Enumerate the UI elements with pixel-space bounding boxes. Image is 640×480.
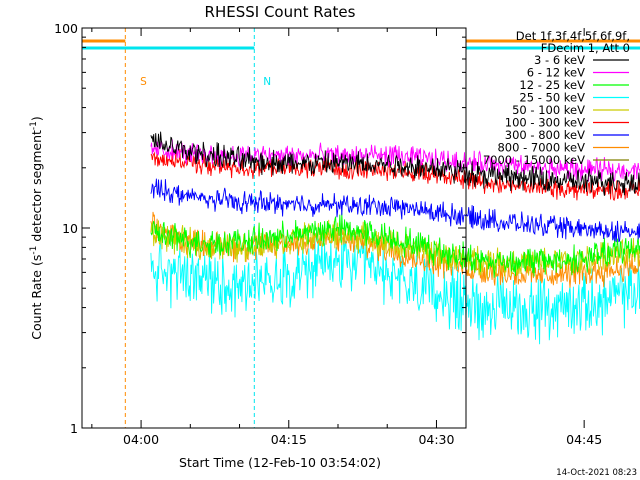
series-line-6 bbox=[150, 178, 640, 243]
legend-label-6: 300 - 800 keV bbox=[505, 128, 585, 142]
y-tick-label-1: 10 bbox=[62, 221, 78, 236]
y-axis-label-end: ) bbox=[29, 116, 44, 121]
y-axis-label-main: Count Rate (s bbox=[29, 255, 44, 340]
series-line-0 bbox=[150, 131, 640, 196]
x-axis-label: Start Time (12-Feb-10 03:54:02) bbox=[179, 455, 381, 470]
plot-area: SNF bbox=[82, 28, 640, 428]
series-line-2 bbox=[150, 212, 640, 278]
legend-header-line-1: Det 1f,3f,4f,5f,6f,9f, bbox=[516, 29, 630, 43]
y-axis-label-mid: detector segment bbox=[29, 130, 44, 246]
legend: Det 1f,3f,4f,5f,6f,9f, FDecim 1, Att 0 3… bbox=[483, 29, 630, 167]
legend-label-0: 3 - 6 keV bbox=[534, 53, 585, 67]
y-axis-label: Count Rate (s-1 detector segment-1) bbox=[29, 116, 44, 340]
legend-label-5: 100 - 300 keV bbox=[505, 116, 585, 130]
state-marker-s: S bbox=[140, 76, 147, 88]
legend-label-3: 25 - 50 keV bbox=[519, 91, 585, 105]
legend-label-2: 12 - 25 keV bbox=[519, 78, 585, 92]
legend-header-line-2: FDecim 1, Att 0 bbox=[541, 41, 630, 55]
chart-title: RHESSI Count Rates bbox=[205, 3, 356, 21]
x-tick-label-2: 04:30 bbox=[418, 432, 454, 447]
y-axis-ticks: 1 10 100 bbox=[54, 21, 466, 436]
x-tick-label-1: 04:15 bbox=[271, 432, 307, 447]
legend-label-7: 800 - 7000 keV bbox=[497, 141, 585, 155]
generation-timestamp: 14-Oct-2021 08:23 bbox=[556, 468, 637, 478]
series-line-3 bbox=[150, 227, 640, 345]
legend-label-8: 7000 - 15000 keV bbox=[483, 153, 585, 167]
y-axis-label-sup2: -1 bbox=[29, 121, 39, 130]
state-marker-n: N bbox=[263, 76, 271, 88]
x-tick-label-0: 04:00 bbox=[123, 432, 159, 447]
y-tick-label-0: 1 bbox=[70, 421, 78, 436]
y-axis-label-sup1: -1 bbox=[29, 246, 39, 255]
y-tick-label-2: 100 bbox=[54, 21, 78, 36]
legend-label-1: 6 - 12 keV bbox=[527, 66, 585, 80]
x-tick-label-3: 04:45 bbox=[566, 432, 602, 447]
series-line-1 bbox=[150, 139, 640, 182]
legend-label-4: 50 - 100 keV bbox=[512, 103, 585, 117]
